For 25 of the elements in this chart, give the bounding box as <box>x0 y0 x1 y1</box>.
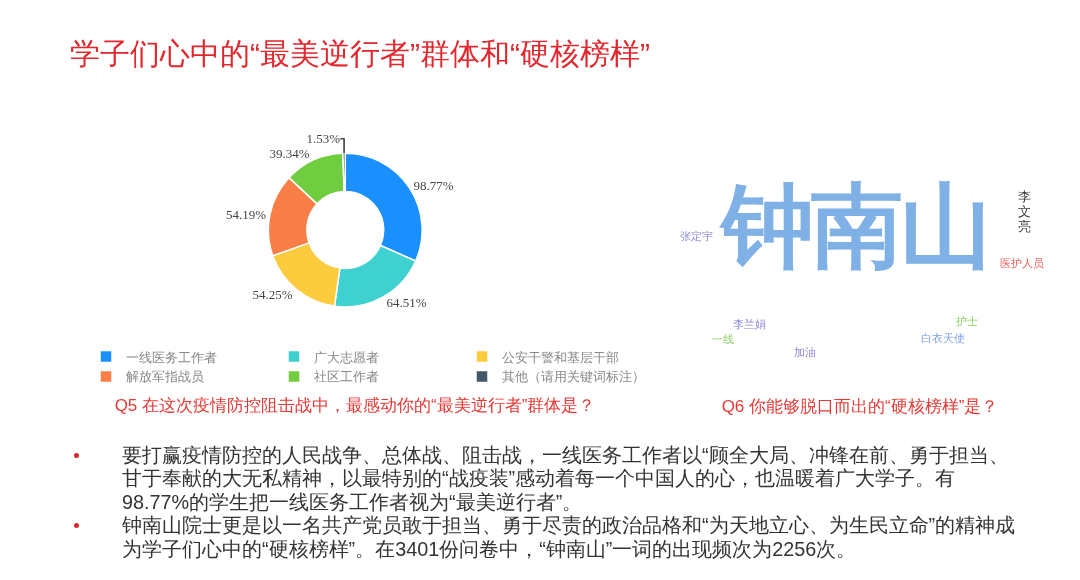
legend-label: 社区工作者 <box>314 369 379 385</box>
data-label: 64.51% <box>386 295 427 311</box>
text: 李文亮 <box>1018 189 1031 235</box>
text: Q6 你能够脱口而出的“硬核榜样”是？ <box>720 396 1000 418</box>
data-label: 39.34% <box>269 146 310 162</box>
text: 护士 <box>956 315 978 327</box>
data-label: 98.77% <box>413 178 454 194</box>
text: 钟南山院士更是以一名共产党员敢于担当、勇于尽责的政治品格和“为天地立心、为生民立命”的精神成为学子们心中的“硬核榜样”。在3401份问卷中，“钟南山”一词的出现频次为2256次。 <box>122 514 1016 560</box>
text: Q5 在这次疫情防控阻击战中，最感动你的“最美逆行者”群体是？ <box>114 396 596 416</box>
data-label: 1.53% <box>306 131 341 147</box>
text: 一线 <box>712 333 734 345</box>
legend-label: 广大志愿者 <box>314 349 379 365</box>
text: 李兰娟 <box>733 318 766 330</box>
data-label: 54.25% <box>252 286 293 302</box>
text: 医护人员 <box>1000 257 1044 269</box>
text: 学子们心中的“最美逆行者”群体和“硬核榜样” <box>70 36 651 72</box>
text: 白衣天使 <box>921 332 965 344</box>
legend-label: 一线医务工作者 <box>126 349 217 365</box>
text: 加油 <box>794 346 816 358</box>
legend-label: 公安干警和基层干部 <box>502 349 619 365</box>
text: 张定宇 <box>680 230 713 242</box>
legend-label: 解放军指战员 <box>126 369 204 385</box>
text: 要打赢疫情防控的人民战争、总体战、阻击战，一线医务工作者以“顾全大局、冲锋在前、勇于担当、甘于奉献的大无私精神，以最特别的“战疫装”感动着每一个中国人的心，也温暖着广大学子。有98.77%的学生把一线医务工作者视为“最美逆行者”。 <box>122 444 1009 513</box>
data-label: 54.19% <box>225 206 267 222</box>
legend-label: 其他（请用关键词标注） <box>502 369 645 385</box>
